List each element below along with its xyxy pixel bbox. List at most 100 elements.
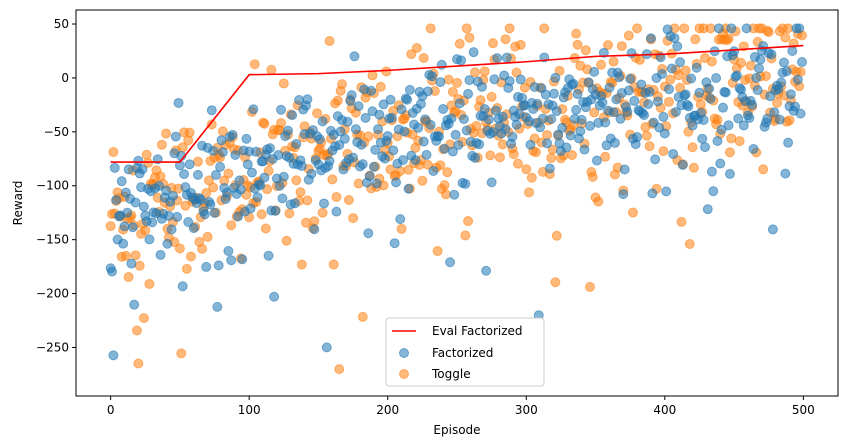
legend: Eval Factorized Factorized Toggle bbox=[385, 317, 545, 387]
factorized-point bbox=[331, 206, 342, 217]
toggle-point bbox=[452, 77, 462, 88]
x-tick-label: 100 bbox=[238, 403, 261, 417]
factorized-point bbox=[754, 63, 765, 74]
factorized-point bbox=[233, 211, 244, 222]
eval-line-layer bbox=[110, 44, 804, 163]
toggle-point bbox=[616, 41, 627, 52]
factorized-point bbox=[738, 120, 749, 131]
toggle-point bbox=[324, 35, 335, 46]
toggle-point bbox=[343, 195, 354, 206]
factorized-point bbox=[645, 33, 656, 44]
factorized-point bbox=[147, 217, 158, 228]
factorized-point bbox=[166, 224, 177, 235]
toggle-point bbox=[734, 136, 745, 147]
toggle-point bbox=[673, 70, 684, 81]
factorized-point bbox=[278, 171, 289, 182]
factorized-points bbox=[105, 23, 807, 361]
y-tick-label: −200 bbox=[36, 287, 69, 301]
factorized-point bbox=[282, 125, 293, 136]
factorized-point bbox=[551, 106, 562, 117]
toggle-point bbox=[134, 260, 145, 271]
toggle-point bbox=[192, 156, 203, 167]
x-tick-label: 500 bbox=[792, 403, 815, 417]
factorized-point bbox=[591, 155, 602, 166]
factorized-point bbox=[532, 98, 543, 109]
factorized-point bbox=[370, 144, 381, 155]
toggle-point bbox=[266, 64, 277, 75]
factorized-point bbox=[215, 161, 226, 172]
factorized-point bbox=[568, 78, 579, 89]
toggle-point bbox=[486, 91, 497, 102]
toggle-point bbox=[632, 23, 643, 34]
toggle-point bbox=[156, 139, 167, 150]
factorized-point bbox=[163, 210, 174, 221]
toggle-point bbox=[471, 120, 482, 131]
x-tick-label: 0 bbox=[107, 403, 115, 417]
factorized-point bbox=[748, 143, 759, 154]
factorized-point bbox=[357, 159, 368, 170]
factorized-point bbox=[296, 161, 307, 172]
toggle-point bbox=[260, 223, 271, 234]
toggle-point bbox=[161, 128, 172, 139]
factorized-point bbox=[374, 109, 385, 120]
factorized-point bbox=[227, 129, 238, 140]
toggle-point bbox=[291, 175, 302, 186]
factorized-point bbox=[565, 130, 576, 141]
y-tick-label: 50 bbox=[54, 17, 69, 31]
factorized-point bbox=[213, 260, 224, 271]
toggle-point bbox=[201, 188, 212, 199]
toggle-point bbox=[641, 130, 652, 141]
factorized-point bbox=[658, 111, 669, 122]
toggle-point bbox=[627, 207, 638, 218]
factorized-point bbox=[154, 180, 165, 191]
toggle-point bbox=[331, 191, 342, 202]
factorized-point bbox=[468, 47, 479, 58]
plot-frame bbox=[75, 9, 839, 397]
factorized-point bbox=[255, 180, 266, 191]
toggle-point bbox=[758, 164, 769, 175]
factorized-point bbox=[172, 211, 183, 222]
factorized-point bbox=[747, 99, 758, 110]
toggle-point bbox=[435, 160, 446, 171]
factorized-point bbox=[251, 146, 262, 157]
factorized-point bbox=[697, 133, 708, 144]
factorized-point bbox=[723, 120, 734, 131]
factorized-point bbox=[248, 104, 259, 115]
factorized-point bbox=[463, 88, 474, 99]
toggle-point bbox=[644, 141, 655, 152]
factorized-point bbox=[123, 164, 134, 175]
toggle-point bbox=[367, 70, 378, 81]
toggle-point bbox=[500, 34, 511, 45]
factorized-point bbox=[277, 193, 288, 204]
toggle-point bbox=[108, 147, 119, 158]
x-axis-label: Episode bbox=[433, 423, 480, 437]
factorized-point bbox=[350, 124, 361, 135]
factorized-point bbox=[726, 23, 737, 34]
factorized-point bbox=[500, 124, 511, 135]
factorized-point bbox=[720, 87, 731, 98]
y-tick-label: −150 bbox=[36, 233, 69, 247]
eval-factorized-line bbox=[110, 44, 804, 163]
toggle-point bbox=[526, 172, 537, 183]
factorized-point bbox=[192, 169, 203, 180]
toggle-point bbox=[551, 230, 562, 241]
toggle-point bbox=[783, 23, 794, 34]
factorized-point bbox=[615, 113, 626, 124]
factorized-point bbox=[781, 66, 792, 77]
factorized-point bbox=[691, 62, 702, 73]
factorized-point bbox=[507, 131, 518, 142]
legend-factorized-swatch bbox=[399, 348, 409, 358]
factorized-point bbox=[479, 103, 490, 114]
toggle-point bbox=[439, 180, 450, 191]
factorized-point bbox=[170, 131, 181, 142]
factorized-point bbox=[453, 139, 464, 150]
toggle-point bbox=[208, 182, 219, 193]
factorized-point bbox=[604, 82, 615, 93]
factorized-point bbox=[230, 149, 241, 160]
factorized-point bbox=[206, 105, 217, 116]
toggle-point bbox=[337, 79, 348, 90]
factorized-point bbox=[188, 223, 199, 234]
factorized-point bbox=[481, 265, 492, 276]
factorized-point bbox=[205, 199, 216, 210]
factorized-point bbox=[366, 85, 377, 96]
